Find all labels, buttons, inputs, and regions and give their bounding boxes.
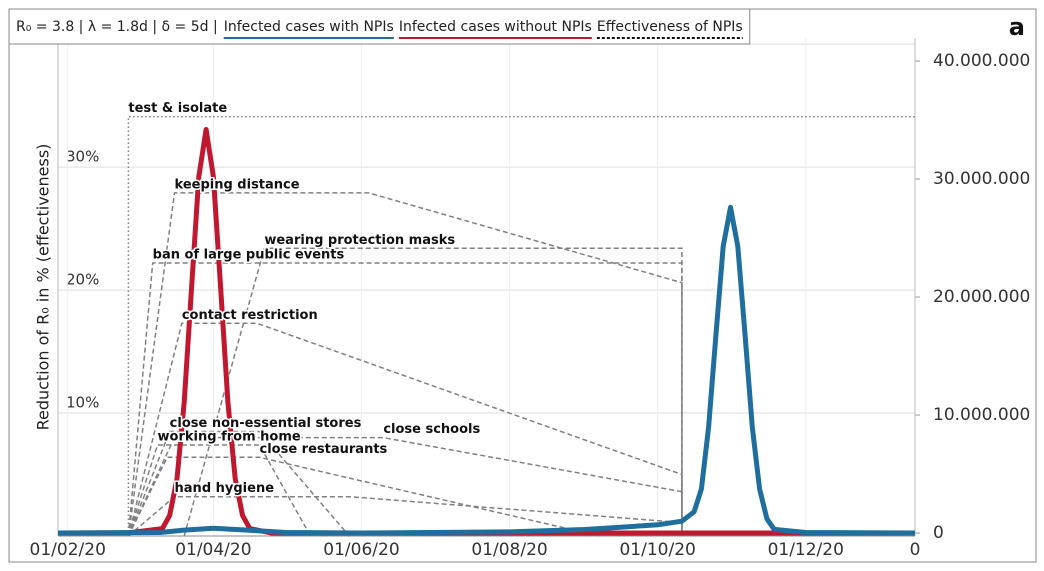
y-tick-label: 10%: [66, 394, 99, 412]
x-tick-label: 01/06/20: [323, 540, 399, 560]
y2-tick-label: 30.000.000: [933, 169, 1030, 189]
y-tick-label: 30%: [66, 148, 99, 166]
y-axis-label: Reduction of R₀ in % (effectiveness): [34, 144, 53, 431]
x-tick-label: 01/04/20: [175, 540, 251, 560]
npi-line: [127, 430, 350, 537]
npi-line: [127, 456, 600, 537]
npi-line: [127, 192, 683, 537]
x-tick-label: 0: [910, 540, 921, 560]
infection-line: [57, 127, 915, 536]
frame: [8, 8, 1037, 563]
y-tick-label: 20%: [66, 271, 99, 289]
npi-line: [127, 262, 683, 537]
infection-line: [57, 204, 916, 536]
npi-label: ban of large public events: [153, 248, 345, 263]
legend-entry: Infected cases without NPIs: [399, 19, 592, 35]
npi-line: [127, 322, 683, 537]
x-tick-label: 01/08/20: [471, 540, 547, 560]
npi-line: [127, 444, 312, 537]
y2-tick-label: 20.000.000: [933, 287, 1030, 307]
npi-label: working from home: [158, 430, 301, 445]
npi-label: close non-essential stores: [170, 416, 362, 431]
npi-label: keeping distance: [175, 177, 300, 192]
npi-label: close schools: [383, 422, 480, 437]
y2-tick-label: 40.000.000: [933, 51, 1030, 71]
x-tick-label: 01/02/20: [30, 540, 106, 560]
legend: R₀ = 3.8 | λ = 1.8d | δ = 5d | Infected c…: [8, 8, 751, 45]
npi-line: [127, 495, 683, 537]
npi-label: close restaurants: [260, 442, 388, 457]
x-tick-label: 01/10/20: [619, 540, 695, 560]
x-tick-label: 01/12/20: [768, 540, 844, 560]
legend-entry: Infected cases with NPIs: [224, 19, 394, 35]
y2-tick-label: 10.000.000: [933, 405, 1030, 425]
npi-label: test & isolate: [128, 101, 227, 116]
npi-line: [127, 436, 683, 537]
panel-label: a: [1009, 13, 1025, 41]
npi-label: wearing protection masks: [264, 233, 455, 248]
npi-label: hand hygiene: [175, 481, 275, 496]
npi-label: contact restriction: [182, 308, 318, 323]
legend-prefix: R₀ = 3.8 | λ = 1.8d | δ = 5d |: [16, 19, 218, 35]
y2-tick-label: 0: [933, 523, 944, 543]
legend-entry: Effectiveness of NPIs: [597, 19, 743, 35]
